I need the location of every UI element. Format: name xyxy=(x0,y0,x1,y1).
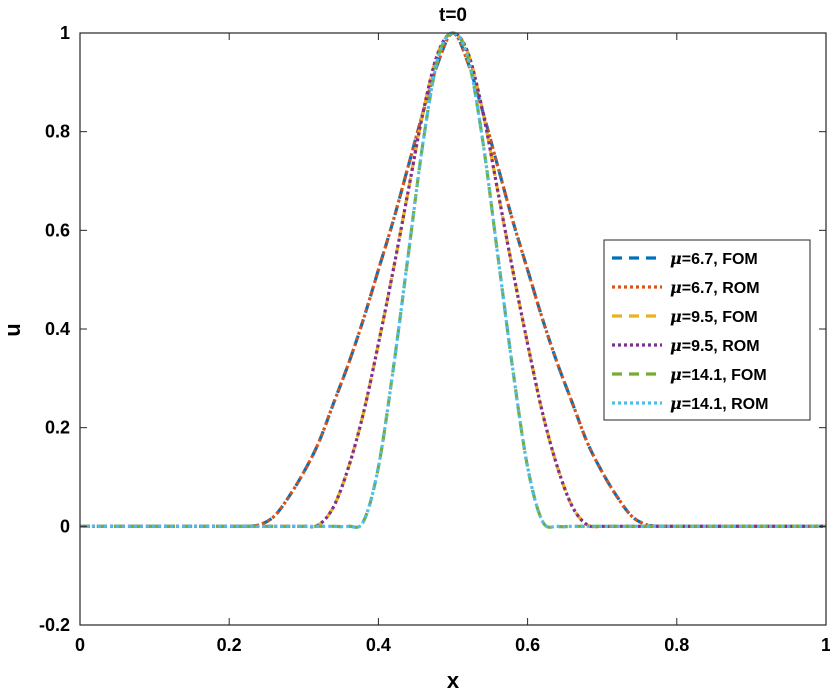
legend-label-text: =6.7, ROM xyxy=(682,280,760,297)
x-tick-label: 0.4 xyxy=(366,635,391,655)
y-tick-label: -0.2 xyxy=(39,615,70,635)
legend-label-text: =14.1, FOM xyxy=(682,367,767,384)
x-tick-label: 0.8 xyxy=(664,635,689,655)
x-tick-label: 0.2 xyxy=(217,635,242,655)
legend-mu-symbol: μ xyxy=(670,249,682,268)
legend-box xyxy=(603,239,811,421)
chart-title: t=0 xyxy=(439,5,467,26)
legend-mu-symbol: μ xyxy=(670,394,682,413)
legend-mu-symbol: μ xyxy=(670,365,682,384)
legend-label-text: =14.1, ROM xyxy=(682,396,769,413)
legend-mu-symbol: μ xyxy=(670,307,682,326)
x-axis: 0 0.2 0.4 0.6 0.8 1 xyxy=(75,33,830,655)
series-line-1 xyxy=(80,31,826,529)
series-line-5 xyxy=(80,31,826,529)
y-tick-label: 0.6 xyxy=(45,220,70,240)
x-axis-title: x xyxy=(447,668,460,693)
legend-label-2: μ=9.5, FOM xyxy=(670,307,758,326)
y-tick-label: 0.4 xyxy=(45,319,70,339)
x-tick-label: 0.6 xyxy=(515,635,540,655)
legend-label-0: μ=6.7, FOM xyxy=(670,249,758,268)
legend-label-1: μ=6.7, ROM xyxy=(670,278,760,297)
legend-label-text: =6.7, FOM xyxy=(682,251,758,268)
y-tick-label: 0.8 xyxy=(45,122,70,142)
y-axis-title: u xyxy=(0,323,25,336)
legend-label-4: μ=14.1, FOM xyxy=(670,365,767,384)
y-axis: -0.2 0 0.2 0.4 0.6 0.8 1 xyxy=(39,23,826,635)
legend-mu-symbol: μ xyxy=(670,278,682,297)
x-tick-label: 0 xyxy=(75,635,85,655)
x-tick-label: 1 xyxy=(821,635,830,655)
y-tick-label: 0 xyxy=(60,516,70,536)
y-tick-label: 1 xyxy=(60,23,70,43)
legend-mu-symbol: μ xyxy=(670,336,682,355)
y-tick-label: 0.2 xyxy=(45,418,70,438)
legend-label-text: =9.5, ROM xyxy=(682,338,760,355)
legend-label-3: μ=9.5, ROM xyxy=(670,336,760,355)
legend-label-5: μ=14.1, ROM xyxy=(670,394,768,413)
legend-label-text: =9.5, FOM xyxy=(682,309,758,326)
